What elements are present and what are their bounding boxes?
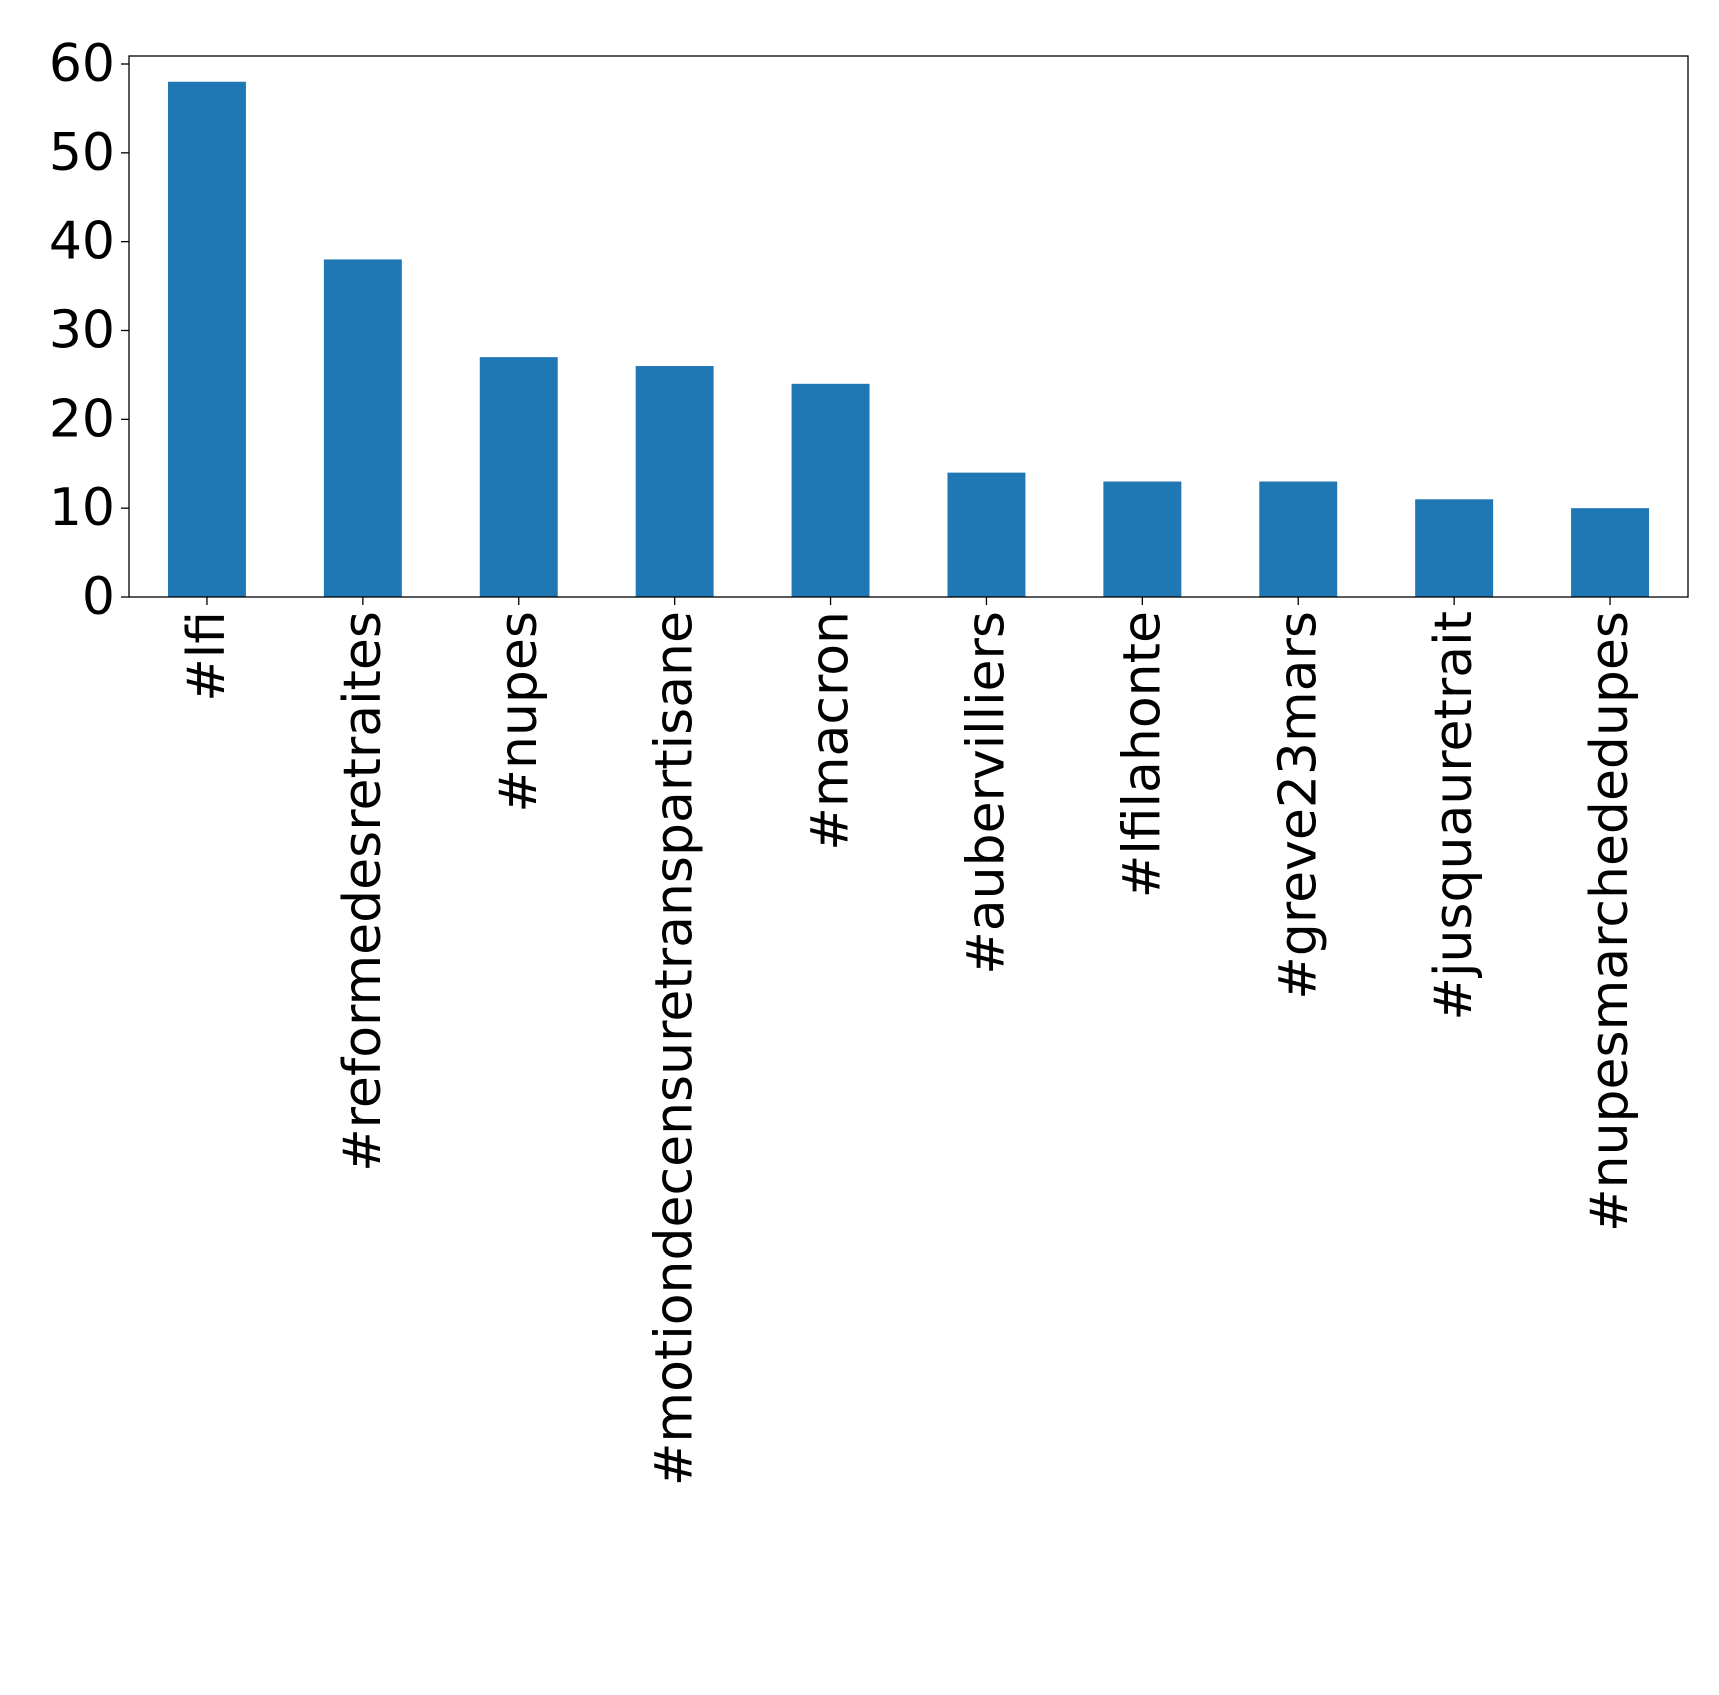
x-axis: #lfi #reformedesretraites #nupes #motiondec…: [177, 597, 1640, 1486]
bar-3: [635, 366, 714, 597]
x-tick-label-8: #jusquauretrait: [1424, 611, 1484, 1021]
bars-group: [167, 81, 1650, 597]
x-tick-label-4: #macron: [801, 611, 861, 851]
bar-2: [479, 357, 558, 597]
y-tick-label-5: 50: [49, 123, 115, 183]
y-tick-label-0: 0: [82, 567, 115, 627]
y-tick-label-1: 10: [49, 478, 115, 538]
x-tick-label-1: #reformedesretraites: [333, 611, 393, 1172]
y-tick-label-3: 30: [49, 300, 115, 360]
x-tick-label-9: #nupesmarchededupes: [1580, 611, 1640, 1232]
y-tick-label-6: 60: [49, 34, 115, 94]
bar-1: [323, 259, 402, 597]
bar-4: [791, 383, 870, 597]
x-tick-label-7: #greve23mars: [1268, 611, 1328, 1000]
bar-9: [1571, 508, 1650, 597]
y-tick-label-2: 20: [49, 389, 115, 449]
x-tick-label-2: #nupes: [489, 611, 549, 813]
bar-0: [167, 81, 246, 597]
bar-5: [947, 472, 1026, 597]
y-axis: 0 10 20 30 40 50 60: [49, 34, 129, 627]
x-tick-label-5: #aubervilliers: [956, 611, 1016, 975]
x-tick-label-3: #motiondecensuretranspartisane: [645, 611, 705, 1486]
x-tick-label-0: #lfi: [177, 611, 237, 702]
y-tick-label-4: 40: [49, 212, 115, 272]
bar-7: [1259, 481, 1338, 597]
bar-8: [1415, 499, 1494, 597]
plot-frame: [128, 55, 1689, 598]
bar-6: [1103, 481, 1182, 597]
x-tick-label-6: #lfilahonte: [1112, 611, 1172, 898]
